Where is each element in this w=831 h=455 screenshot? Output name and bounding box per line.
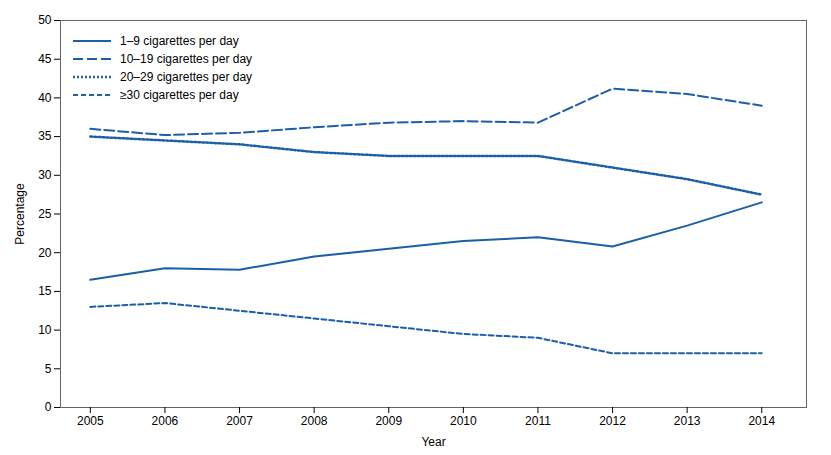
svg-text:5: 5 bbox=[45, 362, 52, 376]
svg-text:45: 45 bbox=[38, 52, 52, 66]
html-text:10–19 cigarettes per day: 10–19 cigarettes per day bbox=[120, 52, 253, 66]
html-text:1–9 cigarettes per day: 1–9 cigarettes per day bbox=[120, 34, 239, 48]
svg-text:30: 30 bbox=[38, 168, 52, 182]
svg-text:2006: 2006 bbox=[152, 414, 179, 428]
svg-text:2014: 2014 bbox=[748, 414, 775, 428]
svg-text:2005: 2005 bbox=[77, 414, 104, 428]
svg-text:15: 15 bbox=[38, 284, 52, 298]
svg-text:2013: 2013 bbox=[674, 414, 701, 428]
svg-text:2009: 2009 bbox=[375, 414, 402, 428]
svg-text:50: 50 bbox=[38, 13, 52, 27]
svg-text:2012: 2012 bbox=[599, 414, 626, 428]
svg-text:2011: 2011 bbox=[525, 414, 551, 428]
html-text:20–29 cigarettes per day: 20–29 cigarettes per day bbox=[120, 70, 253, 84]
svg-text:0: 0 bbox=[45, 400, 52, 414]
svg-text:35: 35 bbox=[38, 129, 52, 143]
svg-text:40: 40 bbox=[38, 91, 52, 105]
svg-text:2010: 2010 bbox=[450, 414, 477, 428]
svg-text:25: 25 bbox=[38, 207, 52, 221]
svg-text:10: 10 bbox=[38, 323, 52, 337]
svg-text:20: 20 bbox=[38, 246, 52, 260]
html-text:≥30 cigarettes per day: ≥30 cigarettes per day bbox=[120, 88, 239, 102]
svg-text:2008: 2008 bbox=[301, 414, 328, 428]
svg-text:2007: 2007 bbox=[226, 414, 253, 428]
svg-text:Percentage: Percentage bbox=[13, 183, 27, 245]
svg-text:Year: Year bbox=[421, 435, 445, 449]
